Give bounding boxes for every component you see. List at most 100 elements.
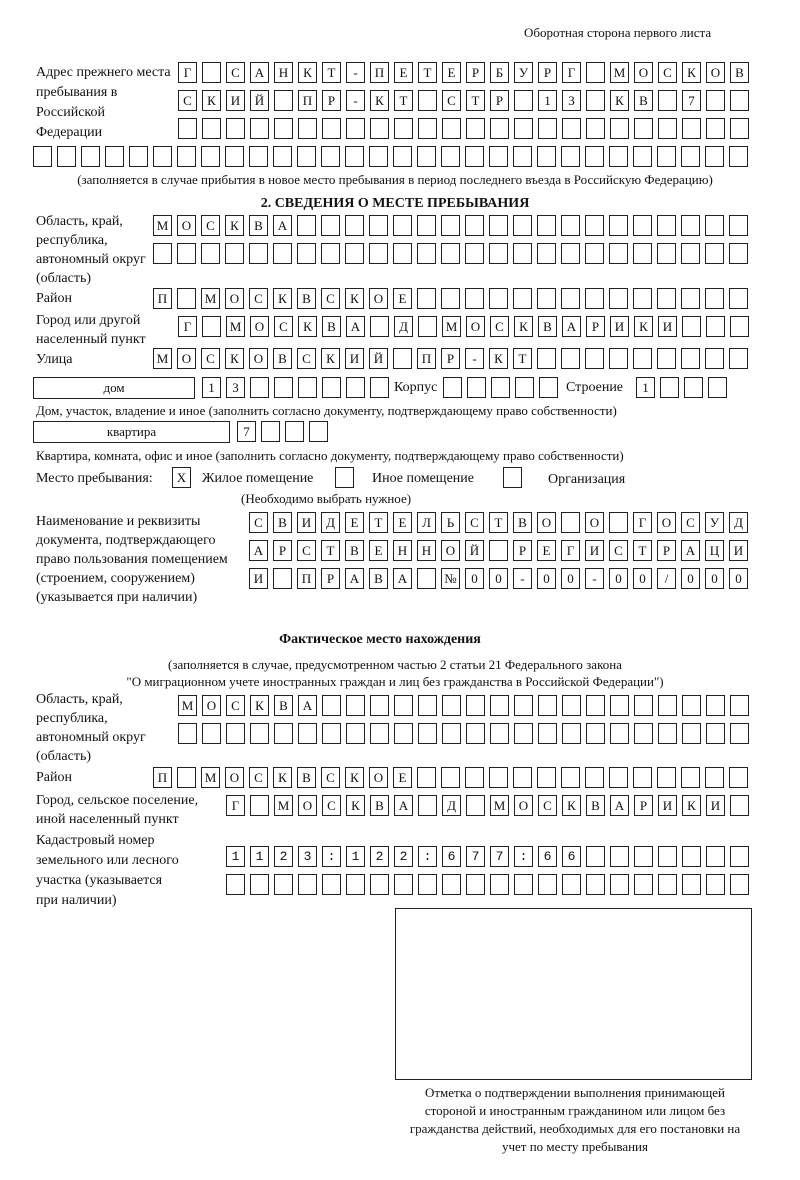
- char-box[interactable]: [129, 146, 148, 167]
- char-box[interactable]: К: [273, 288, 292, 309]
- char-box[interactable]: Г: [633, 512, 652, 533]
- char-box[interactable]: [681, 146, 700, 167]
- char-box[interactable]: [442, 846, 461, 867]
- char-box[interactable]: [226, 723, 245, 744]
- char-box[interactable]: О: [225, 767, 244, 788]
- char-box[interactable]: П: [298, 90, 317, 111]
- char-box[interactable]: [561, 215, 580, 236]
- char-box[interactable]: [226, 846, 245, 867]
- char-box[interactable]: [634, 846, 653, 867]
- char-box[interactable]: К: [225, 215, 244, 236]
- char-box[interactable]: [705, 215, 724, 236]
- char-box[interactable]: П: [153, 288, 172, 309]
- char-box[interactable]: [346, 377, 365, 398]
- char-box[interactable]: [442, 723, 461, 744]
- char-box[interactable]: [346, 695, 365, 716]
- char-box[interactable]: [586, 118, 605, 139]
- char-box[interactable]: [393, 243, 412, 264]
- char-box[interactable]: О: [466, 316, 485, 337]
- char-box[interactable]: [705, 767, 724, 788]
- char-box[interactable]: [466, 795, 485, 816]
- char-box[interactable]: Д: [394, 316, 413, 337]
- char-box[interactable]: [730, 795, 749, 816]
- char-box[interactable]: О: [177, 348, 196, 369]
- char-box[interactable]: О: [537, 512, 556, 533]
- char-box[interactable]: [633, 348, 652, 369]
- char-box[interactable]: [418, 90, 437, 111]
- char-box[interactable]: [633, 146, 652, 167]
- char-box[interactable]: 0: [705, 568, 724, 589]
- char-box[interactable]: [153, 146, 172, 167]
- char-box[interactable]: [586, 695, 605, 716]
- char-box[interactable]: [370, 723, 389, 744]
- char-box[interactable]: М: [201, 767, 220, 788]
- char-box[interactable]: [178, 118, 197, 139]
- char-box[interactable]: Г: [178, 62, 197, 83]
- char-box[interactable]: [418, 695, 437, 716]
- char-box[interactable]: С: [321, 288, 340, 309]
- char-box[interactable]: [466, 723, 485, 744]
- char-box[interactable]: С: [178, 90, 197, 111]
- char-box[interactable]: [489, 767, 508, 788]
- char-box[interactable]: [394, 118, 413, 139]
- char-box[interactable]: [226, 118, 245, 139]
- char-box[interactable]: [250, 377, 269, 398]
- char-box[interactable]: [57, 146, 76, 167]
- char-box[interactable]: А: [250, 62, 269, 83]
- char-box[interactable]: [562, 874, 581, 895]
- apartment-type-field[interactable]: квартира: [33, 421, 230, 443]
- char-box[interactable]: Е: [393, 288, 412, 309]
- char-box[interactable]: И: [297, 512, 316, 533]
- char-box[interactable]: [273, 568, 292, 589]
- char-box[interactable]: [513, 215, 532, 236]
- char-box[interactable]: [681, 767, 700, 788]
- char-box[interactable]: Т: [489, 512, 508, 533]
- char-box[interactable]: [514, 874, 533, 895]
- char-box[interactable]: [345, 215, 364, 236]
- char-box[interactable]: Л: [417, 512, 436, 533]
- char-box[interactable]: К: [610, 90, 629, 111]
- char-box[interactable]: М: [178, 695, 197, 716]
- char-box[interactable]: [585, 348, 604, 369]
- char-box[interactable]: К: [273, 767, 292, 788]
- char-box[interactable]: Д: [729, 512, 748, 533]
- char-box[interactable]: [681, 348, 700, 369]
- char-box[interactable]: [394, 723, 413, 744]
- char-box[interactable]: [177, 767, 196, 788]
- char-box[interactable]: [514, 846, 533, 867]
- char-box[interactable]: 0: [489, 568, 508, 589]
- char-box[interactable]: О: [657, 512, 676, 533]
- char-box[interactable]: С: [490, 316, 509, 337]
- char-box[interactable]: [729, 348, 748, 369]
- char-box[interactable]: [249, 146, 268, 167]
- char-box[interactable]: [513, 146, 532, 167]
- char-box[interactable]: С: [322, 795, 341, 816]
- char-box[interactable]: [706, 90, 725, 111]
- char-box[interactable]: [489, 146, 508, 167]
- char-box[interactable]: Г: [226, 795, 245, 816]
- char-box[interactable]: [369, 243, 388, 264]
- char-box[interactable]: И: [249, 568, 268, 589]
- char-box[interactable]: К: [682, 62, 701, 83]
- char-box[interactable]: О: [514, 795, 533, 816]
- char-box[interactable]: [489, 243, 508, 264]
- char-box[interactable]: [465, 243, 484, 264]
- char-box[interactable]: К: [682, 795, 701, 816]
- char-box[interactable]: О: [225, 288, 244, 309]
- char-box[interactable]: [466, 118, 485, 139]
- char-box[interactable]: [250, 118, 269, 139]
- char-box[interactable]: [730, 695, 749, 716]
- char-box[interactable]: [730, 90, 749, 111]
- char-box[interactable]: Д: [442, 795, 461, 816]
- char-box[interactable]: М: [490, 795, 509, 816]
- char-box[interactable]: [682, 118, 701, 139]
- char-box[interactable]: [706, 316, 725, 337]
- char-box[interactable]: 0: [633, 568, 652, 589]
- char-box[interactable]: [346, 874, 365, 895]
- char-box[interactable]: О: [177, 215, 196, 236]
- char-box[interactable]: Е: [442, 62, 461, 83]
- char-box[interactable]: [345, 243, 364, 264]
- char-box[interactable]: [730, 846, 749, 867]
- char-box[interactable]: 0: [465, 568, 484, 589]
- char-box[interactable]: [708, 377, 727, 398]
